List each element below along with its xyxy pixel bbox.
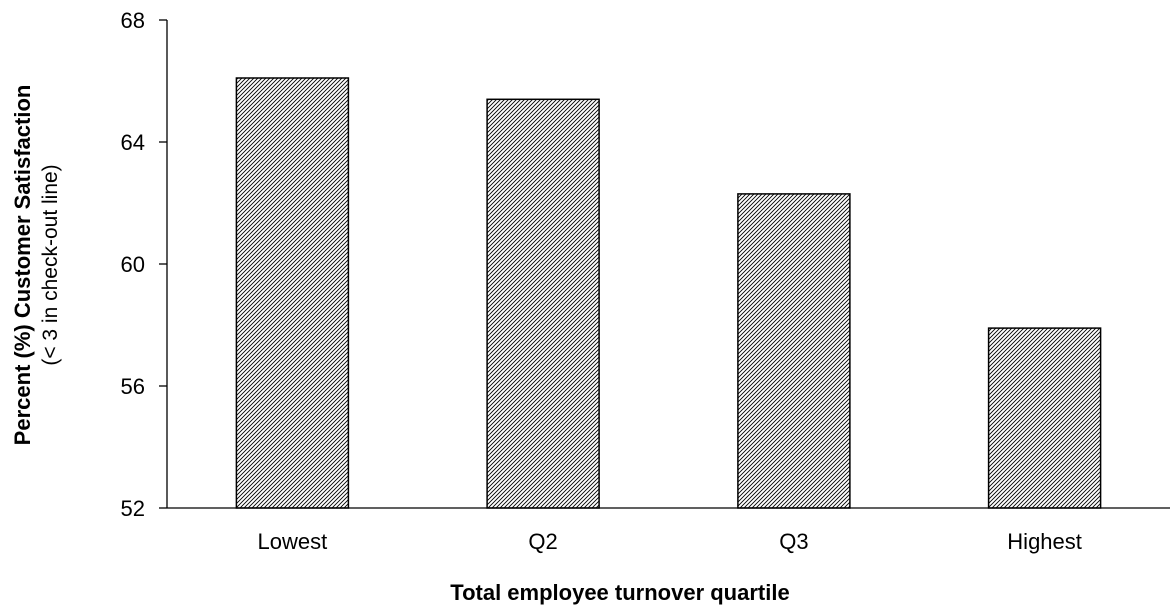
y-tick-label: 60 bbox=[121, 252, 145, 277]
x-tick-label: Lowest bbox=[258, 529, 328, 554]
x-axis-title: Total employee turnover quartile bbox=[450, 580, 789, 605]
bars bbox=[235, 77, 1102, 509]
y-axis-title: Percent (%) Customer Satisfaction bbox=[10, 85, 35, 446]
y-tick-label: 68 bbox=[121, 8, 145, 33]
y-tick-label: 64 bbox=[121, 130, 145, 155]
y-axis-title-group: Percent (%) Customer Satisfaction (< 3 i… bbox=[10, 85, 62, 446]
bar-lowest bbox=[235, 77, 350, 509]
x-axis-ticks: Lowest Q2 Q3 Highest bbox=[258, 529, 1082, 554]
y-tick-label: 52 bbox=[121, 496, 145, 521]
y-axis-subtitle: (< 3 in check-out line) bbox=[39, 164, 62, 365]
x-tick-label: Q3 bbox=[779, 529, 808, 554]
bar-highest bbox=[987, 327, 1102, 509]
bar-q3 bbox=[737, 193, 851, 509]
bar-q2 bbox=[486, 98, 600, 509]
x-tick-label: Highest bbox=[1007, 529, 1082, 554]
y-tick-label: 56 bbox=[121, 374, 145, 399]
x-tick-label: Q2 bbox=[528, 529, 557, 554]
y-axis-ticks: 52 56 60 64 68 bbox=[121, 8, 167, 521]
